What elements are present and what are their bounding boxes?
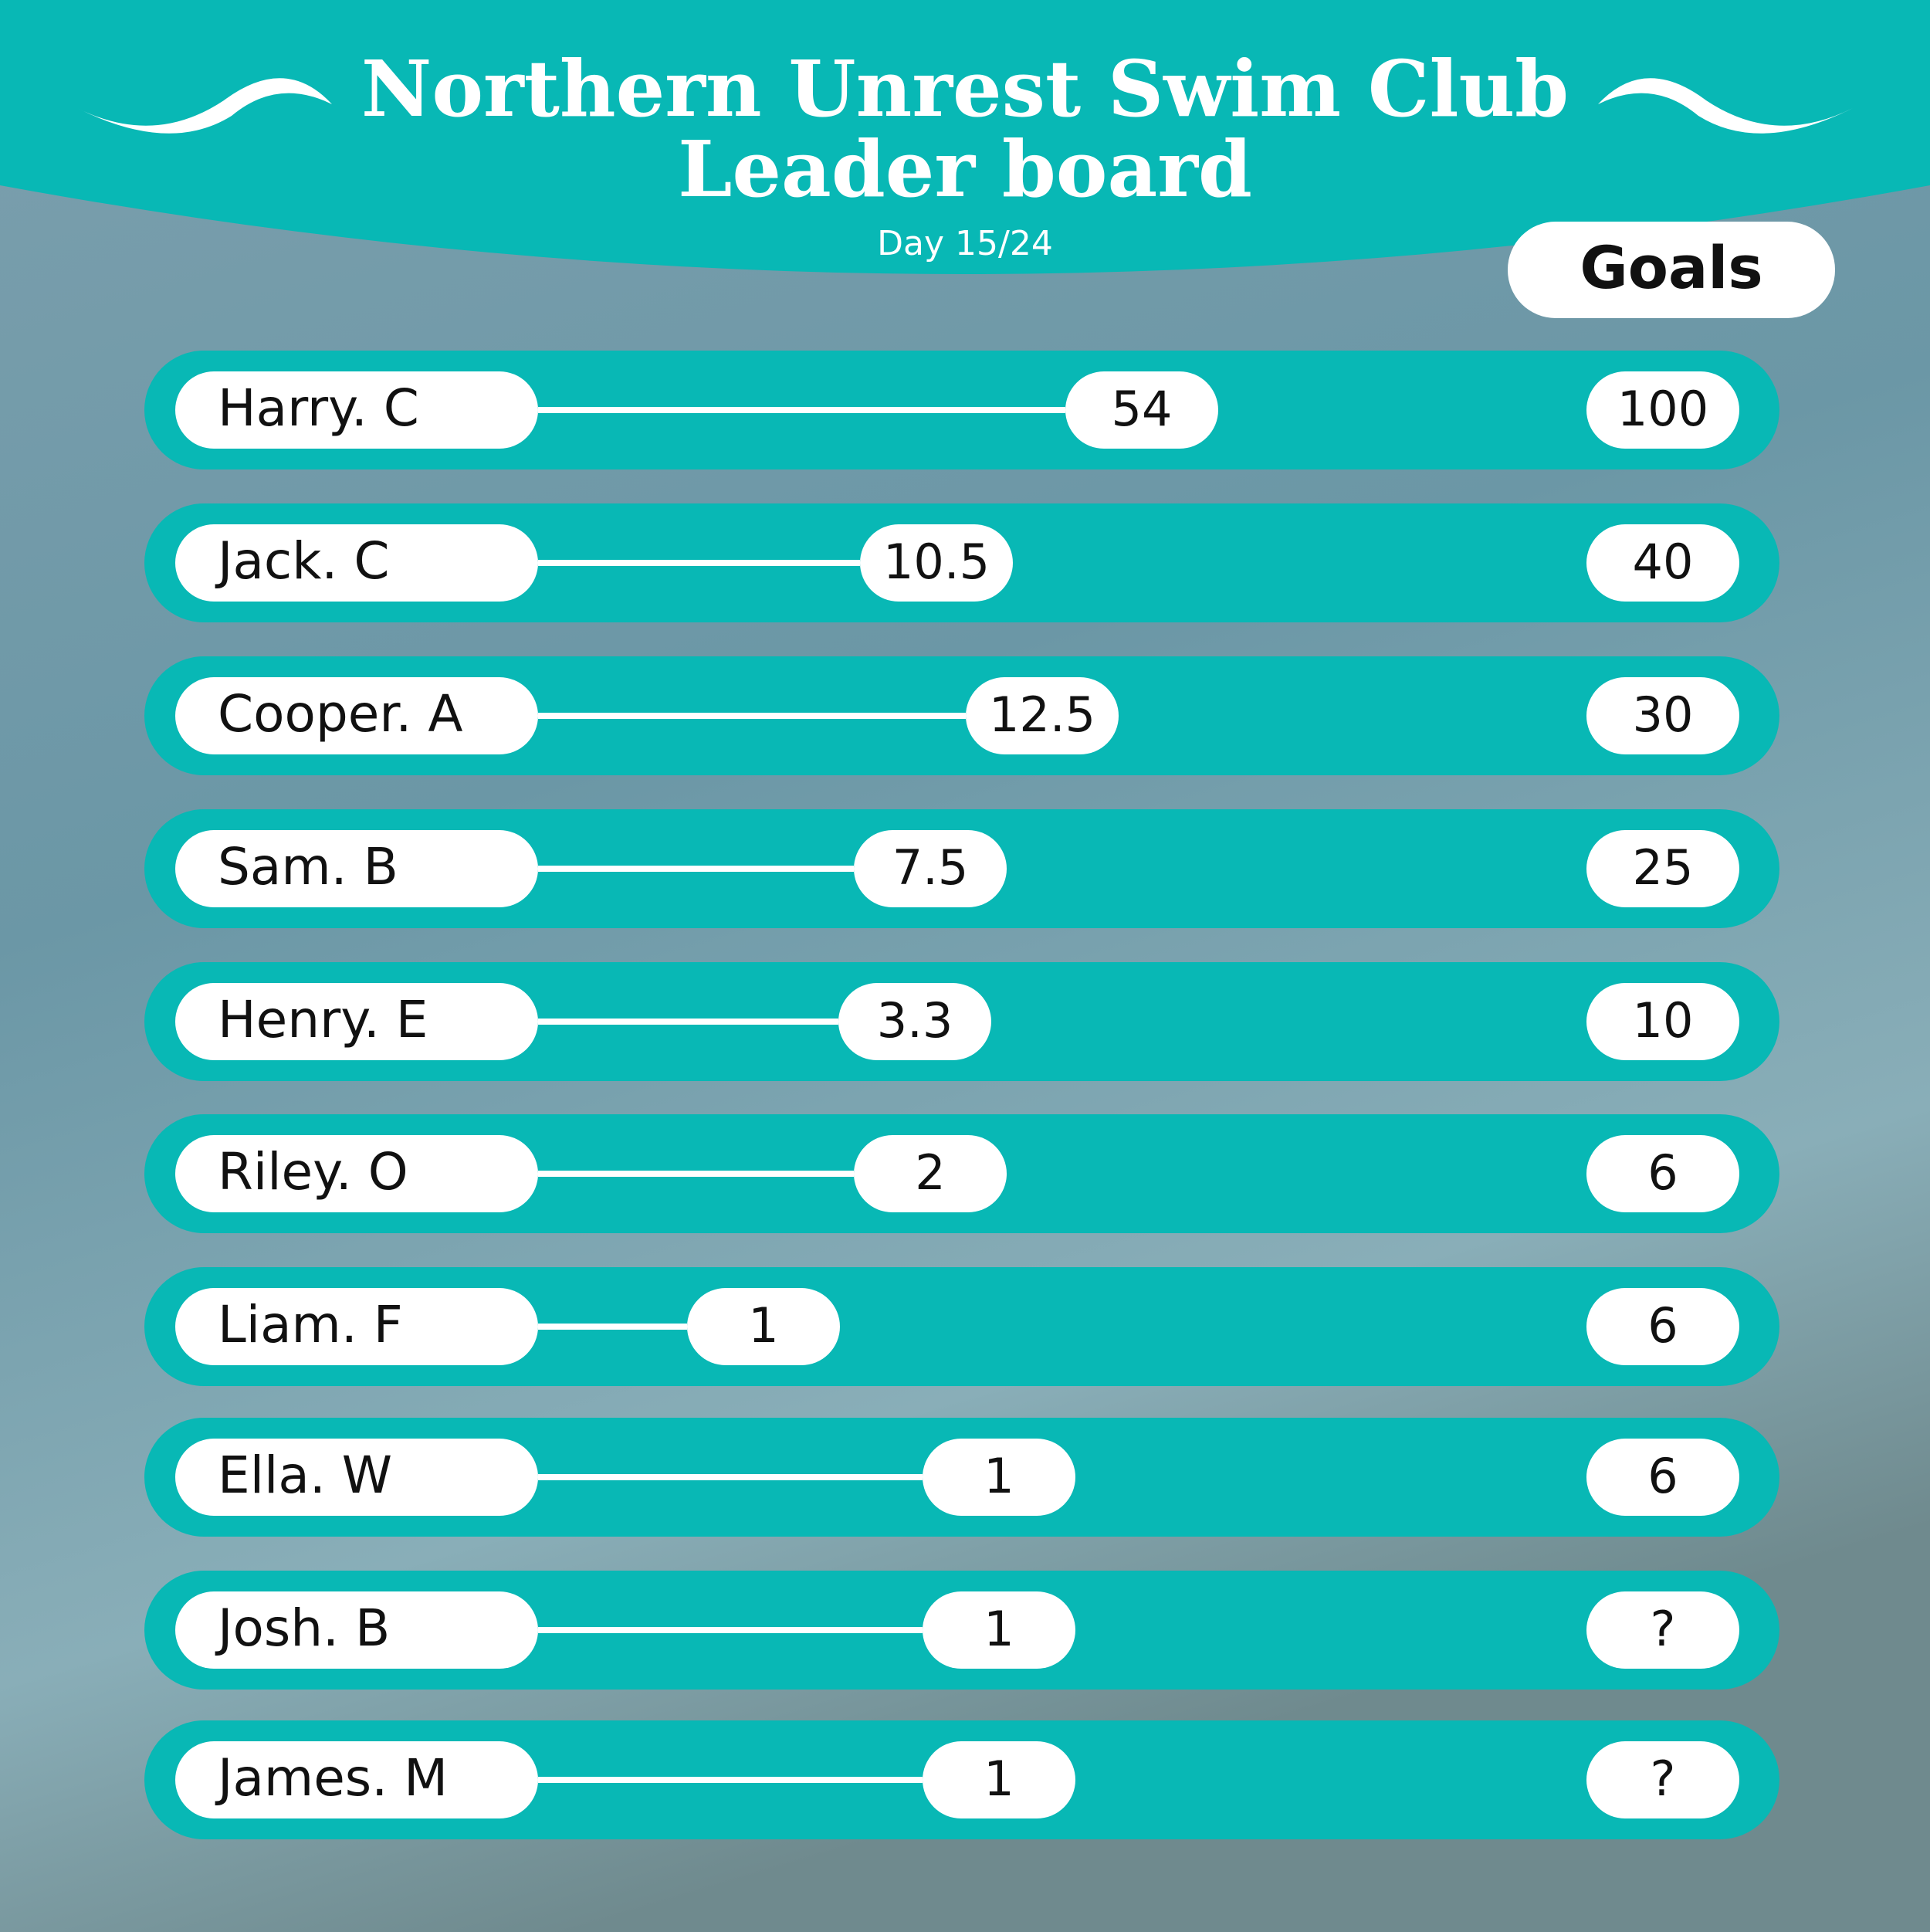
goal-pill [1586,830,1739,907]
goal-pill [1586,371,1739,449]
name: Sam. B [218,837,398,897]
value: 2 [915,1144,945,1201]
name-pill [175,830,538,907]
goal-pill [1586,1288,1739,1365]
name-pill [175,371,538,449]
goals-pill [1508,222,1835,318]
name-pill [175,983,538,1060]
goal: 25 [1633,839,1694,896]
name-pill [175,1591,538,1669]
goal-pill [1586,1135,1739,1212]
value: 1 [984,1448,1014,1504]
name-pill [175,524,538,602]
value: 1 [984,1601,1014,1657]
goal: 6 [1647,1297,1678,1354]
value: 3.3 [877,992,953,1049]
value-pill [687,1288,840,1365]
goal-pill [1586,983,1739,1060]
name-pill [175,1439,538,1516]
goal: 10 [1633,992,1694,1049]
goal-pill [1586,1439,1739,1516]
goal-pill [1586,524,1739,602]
value: 54 [1112,381,1173,437]
name-pill [175,1135,538,1212]
value-pill [854,830,1007,907]
goal-pill [1586,1741,1739,1818]
title-line: Leader board [678,124,1252,215]
value-pill [854,1135,1007,1212]
name-pill [175,1288,538,1365]
goal: 40 [1633,534,1694,590]
value: 10.5 [883,534,990,590]
rows: Harry. C 54 100 Jack. C 10.5 40 Cooper. A 12.5 3… [144,351,1779,1839]
name: Riley. O [218,1142,408,1202]
goal-pill [1586,1591,1739,1669]
name: Ella. W [218,1446,392,1505]
value: 12.5 [989,686,1095,743]
goal: 6 [1647,1144,1678,1201]
name: James. M [215,1748,448,1808]
value-pill [966,677,1119,754]
title-line: Northern Unrest Swim Club [361,43,1569,134]
goal: 30 [1633,686,1694,743]
name: Harry. C [218,378,419,438]
value-pill [1065,371,1218,449]
header-band [0,0,1930,274]
value-pill [860,524,1013,602]
name-pill [175,1741,538,1818]
goal: 6 [1647,1448,1678,1504]
value: 7.5 [892,839,969,896]
wave-left [77,78,332,134]
value-pill [923,1741,1075,1818]
wave-right [1598,78,1853,134]
goal: ? [1651,1751,1676,1807]
goal: 100 [1617,381,1708,437]
value-pill [838,983,991,1060]
goal-pill [1586,677,1739,754]
value: 1 [984,1751,1014,1807]
subtitle: Day 15/24 [877,224,1053,263]
name: Cooper. A [218,684,463,744]
row-bar [144,1267,1779,1386]
name-pill [175,677,538,754]
goal: ? [1651,1601,1676,1657]
name: Henry. E [218,990,428,1049]
name: Josh. B [215,1598,390,1658]
value-pill [923,1439,1075,1516]
name: Liam. F [218,1295,403,1354]
value-pill [923,1591,1075,1669]
name: Jack. C [215,531,389,591]
value: 1 [748,1297,778,1354]
goals-label: Goals [1580,233,1762,302]
